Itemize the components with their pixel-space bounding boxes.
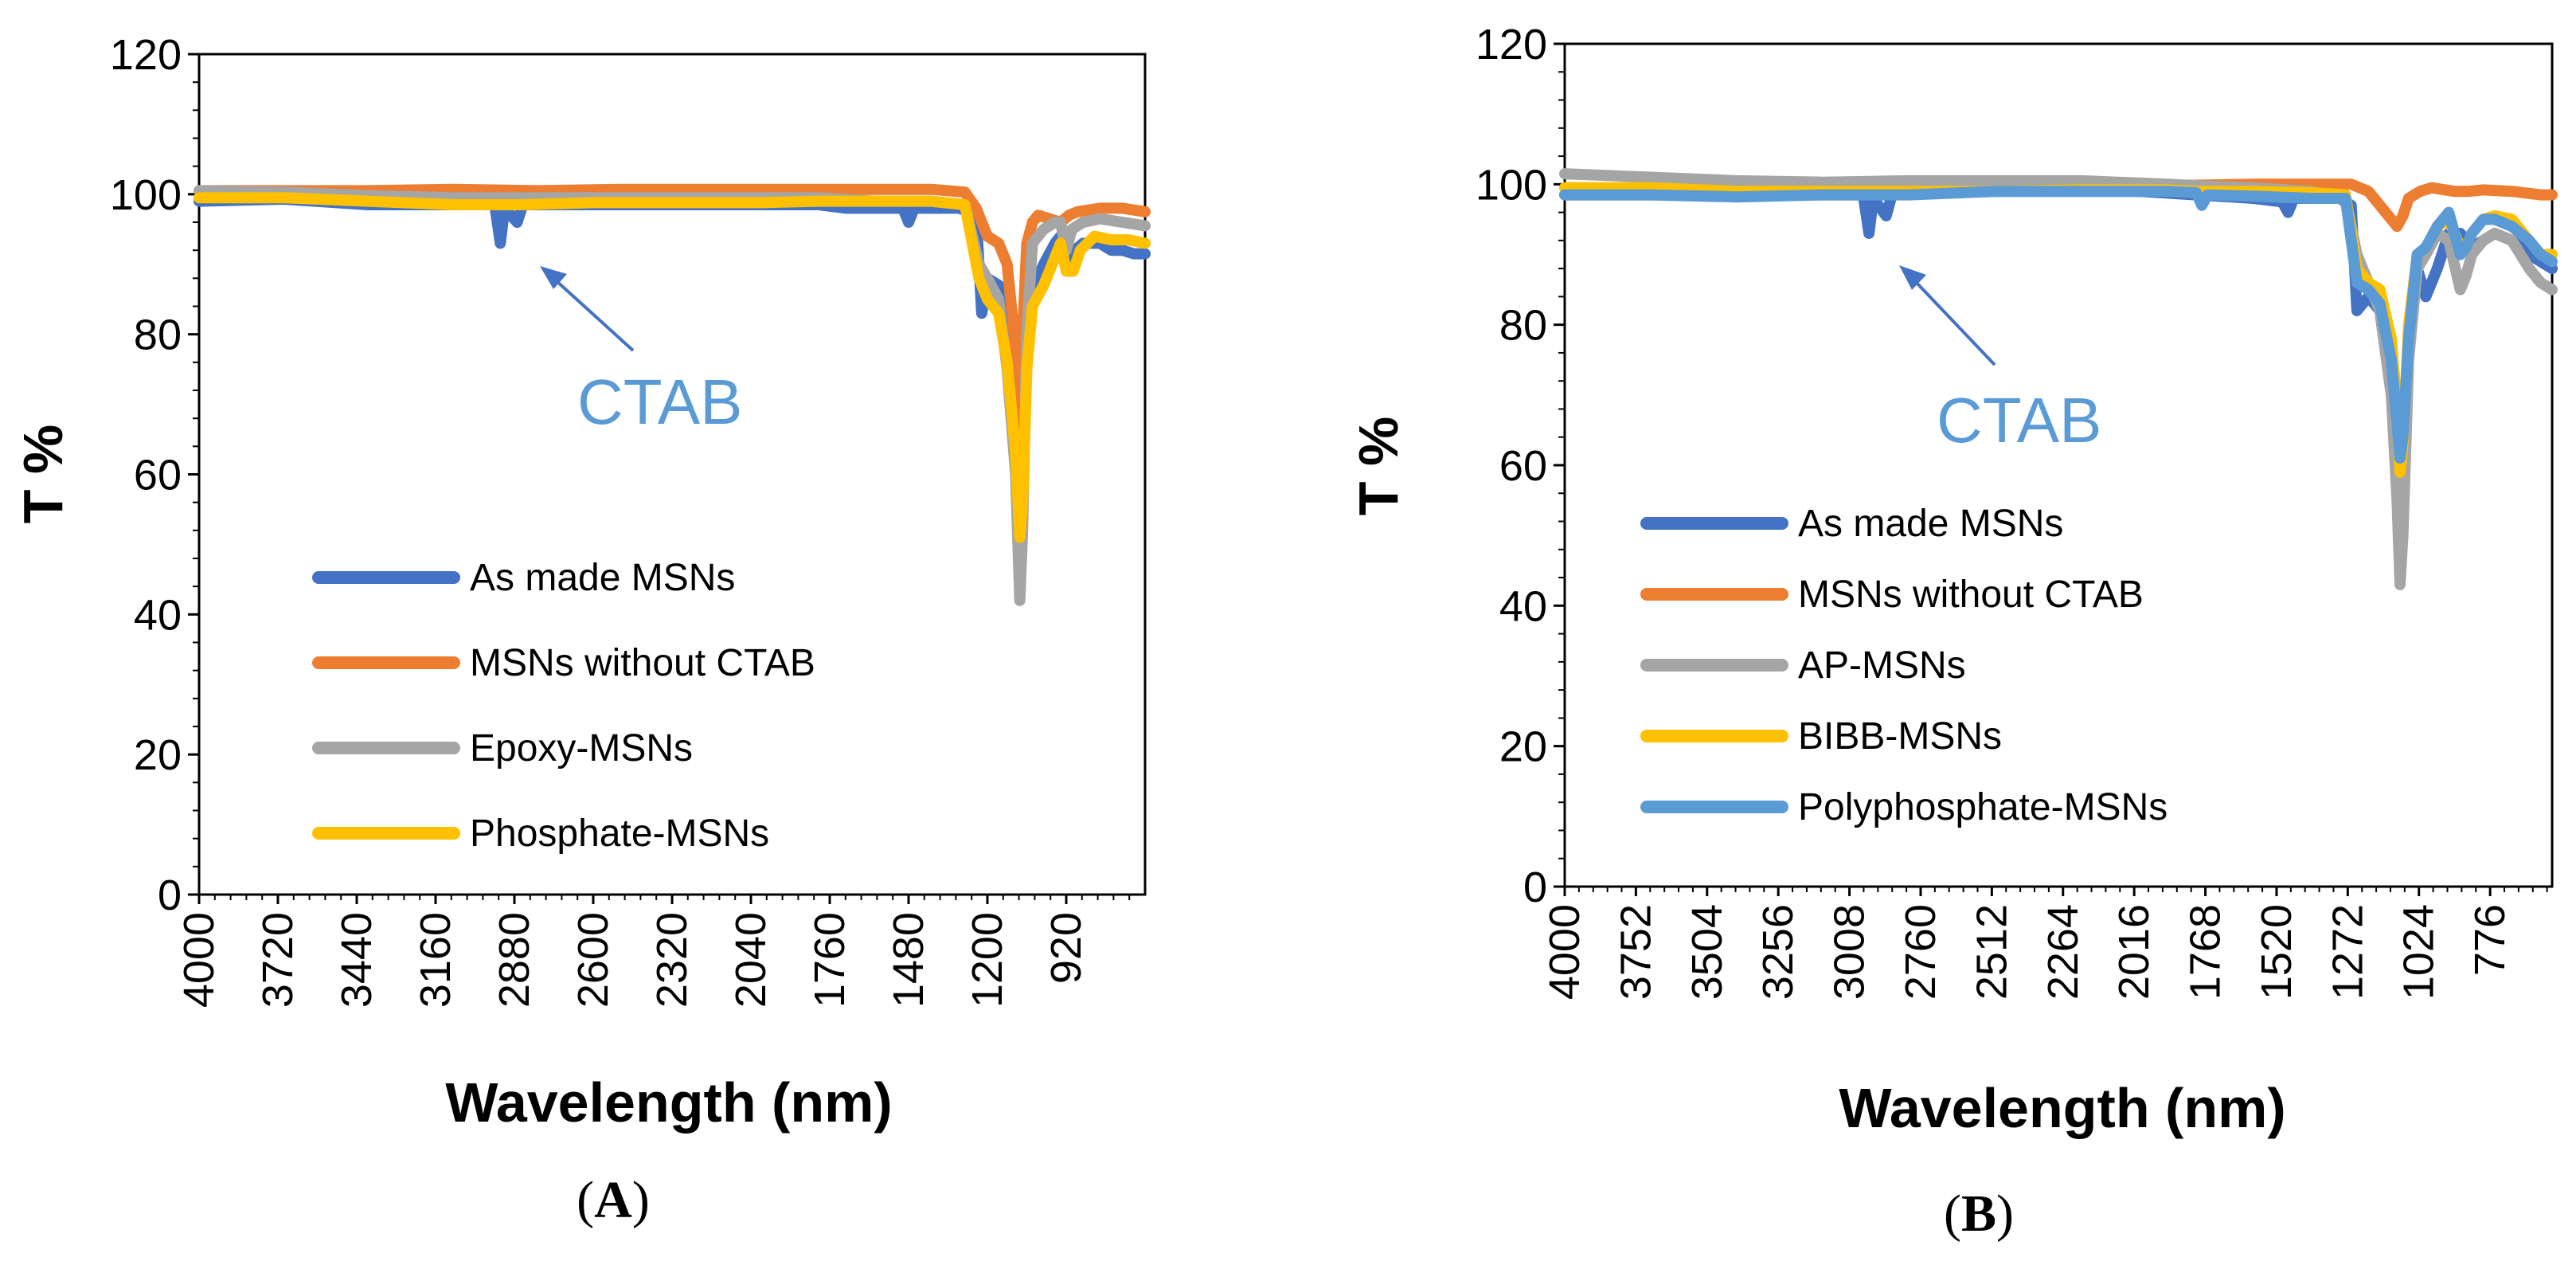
legend-entry: Phosphate-MSNs <box>470 813 769 855</box>
x-tick-label: 3440 <box>333 912 381 1008</box>
x-tick-label: 1024 <box>2395 904 2443 1000</box>
x-tick-label: 3256 <box>1754 904 1802 1000</box>
x-axis-title-b: Wavelength (nm) <box>1839 1077 2285 1139</box>
x-tick-label: 1200 <box>964 912 1011 1008</box>
chart-panel-b: 0 20 40 60 80 100 120 4000 3752 3504 3256 3008 2760… <box>1347 21 2558 1243</box>
x-tick-label: 920 <box>1042 912 1090 984</box>
y-tick-label: 100 <box>110 171 182 219</box>
x-tick-label: 3008 <box>1826 904 1874 1000</box>
series-group-a <box>193 183 1151 606</box>
panel-label-a: (A) <box>577 1171 650 1229</box>
y-axis-ticks-b: 0 20 40 60 80 100 120 <box>1476 21 1565 911</box>
legend-entry: AP-MSNs <box>1798 644 1966 687</box>
y-tick-label: 0 <box>1523 864 1547 911</box>
y-axis-ticks-a: 0 20 40 60 80 100 120 <box>110 31 199 919</box>
x-tick-label: 2760 <box>1897 904 1945 1000</box>
x-tick-label: 2600 <box>569 912 617 1008</box>
x-axis-ticks-a: 4000 3720 3440 3160 2880 2600 2320 2040 1760 1480… <box>175 895 1131 1008</box>
y-tick-label: 120 <box>1476 21 1547 69</box>
x-tick-label: 2016 <box>2110 904 2158 1000</box>
series-line-polyphosphate-msns <box>1559 186 2558 464</box>
y-tick-label: 0 <box>158 871 182 919</box>
x-tick-label: 2264 <box>2039 904 2087 1000</box>
y-axis-title-a: T % <box>12 425 74 523</box>
x-tick-label: 3160 <box>412 912 459 1008</box>
x-axis-ticks-b: 4000 3752 3504 3256 3008 2760 2512 2264 2016 1768… <box>1541 887 2548 1000</box>
x-tick-label: 1520 <box>2253 904 2300 1000</box>
y-tick-label: 100 <box>1476 161 1547 209</box>
y-tick-label: 80 <box>1499 302 1547 350</box>
y-tick-label: 120 <box>110 31 182 79</box>
x-tick-label: 2880 <box>491 912 538 1008</box>
legend-entry: Epoxy-MSNs <box>470 727 693 770</box>
legend-entry: MSNs without CTAB <box>470 642 815 684</box>
x-axis-title-a: Wavelength (nm) <box>445 1071 892 1134</box>
y-tick-label: 40 <box>134 591 182 639</box>
legend-entry: BIBB-MSNs <box>1798 715 2002 758</box>
series-group-b <box>1559 168 2558 590</box>
ctab-arrow-b <box>1913 280 1996 366</box>
legend-a: As made MSNs MSNs without CTAB Epoxy-MSNs P… <box>312 557 815 855</box>
x-tick-label: 1768 <box>2182 904 2230 1000</box>
x-tick-label: 2320 <box>648 912 696 1008</box>
y-tick-label: 80 <box>134 311 182 359</box>
ctab-arrowhead-a <box>540 266 567 289</box>
legend-entry: Polyphosphate-MSNs <box>1798 786 2168 828</box>
x-tick-label: 1272 <box>2324 904 2371 1000</box>
panel-label-b: (B) <box>1944 1185 2014 1243</box>
legend-b: As made MSNs MSNs without CTAB AP-MSNs BIBB… <box>1640 503 2168 828</box>
x-tick-label: 1760 <box>806 912 854 1008</box>
series-line-as-made-msns <box>193 194 1151 536</box>
y-tick-label: 20 <box>1499 723 1547 771</box>
x-tick-label: 3752 <box>1612 904 1659 1000</box>
y-tick-label: 20 <box>134 731 182 779</box>
x-tick-label: 4000 <box>175 912 223 1008</box>
ctab-arrowhead-b <box>1899 265 1926 290</box>
y-tick-label: 60 <box>1499 442 1547 490</box>
legend-entry: As made MSNs <box>470 557 735 599</box>
x-tick-label: 776 <box>2466 904 2514 976</box>
legend-entry: MSNs without CTAB <box>1798 574 2144 616</box>
ctab-annotation-b: CTAB <box>1937 385 2101 456</box>
ctab-arrow-a <box>554 279 635 352</box>
x-tick-label: 1480 <box>885 912 932 1008</box>
series-line-ap-msns <box>1559 168 2558 590</box>
x-tick-label: 2040 <box>727 912 775 1008</box>
y-tick-label: 40 <box>1499 582 1547 630</box>
series-line-phosphate-msns <box>193 192 1151 543</box>
x-tick-label: 4000 <box>1541 904 1589 1000</box>
ctab-annotation-a: CTAB <box>577 366 742 437</box>
x-tick-label: 3720 <box>254 912 302 1008</box>
x-tick-label: 2512 <box>1968 904 2015 1000</box>
y-tick-label: 60 <box>134 452 182 499</box>
y-axis-title-b: T % <box>1347 417 1409 515</box>
x-tick-label: 3504 <box>1683 904 1731 1000</box>
legend-entry: As made MSNs <box>1798 503 2063 545</box>
